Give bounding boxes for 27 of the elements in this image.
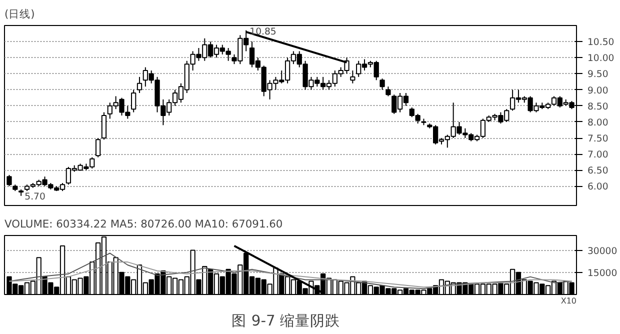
y-tick-label: 9.00 <box>588 85 608 96</box>
y-tick-label: 9.50 <box>588 69 608 80</box>
candlestick <box>131 89 136 113</box>
line-series <box>8 262 572 288</box>
text: X10 <box>560 296 577 306</box>
candlestick <box>136 76 142 94</box>
candlestick <box>95 138 101 158</box>
y-tick-label: 8.50 <box>588 101 608 112</box>
y-tick-label: 8.00 <box>588 117 608 128</box>
annotation: 10.85 <box>250 26 276 38</box>
chart-title: VOLUME: 60334.22 MA5: 80726.00 MA10: 67091.60 <box>4 218 283 230</box>
candlestick <box>350 70 356 84</box>
y-tick-label: 10.50 <box>588 37 614 48</box>
y-tick-label: 30000 <box>588 246 618 257</box>
candlestick <box>380 78 385 90</box>
annotation: 5.70 <box>24 191 46 202</box>
caption: 图 9-7 缩量阴跌 <box>232 312 340 330</box>
chart-title: (日线) <box>4 8 35 20</box>
candlestick <box>101 112 107 140</box>
y-tick-label: 10.00 <box>588 53 614 64</box>
y-tick-label: 6.50 <box>588 166 608 177</box>
y-tick-label: 15000 <box>588 268 618 279</box>
y-tick-label: 7.00 <box>588 150 608 161</box>
candlestick <box>386 86 391 97</box>
candlestick <box>6 174 12 187</box>
y-tick-label: 7.50 <box>588 134 608 144</box>
y-tick-label: 6.00 <box>588 182 608 193</box>
